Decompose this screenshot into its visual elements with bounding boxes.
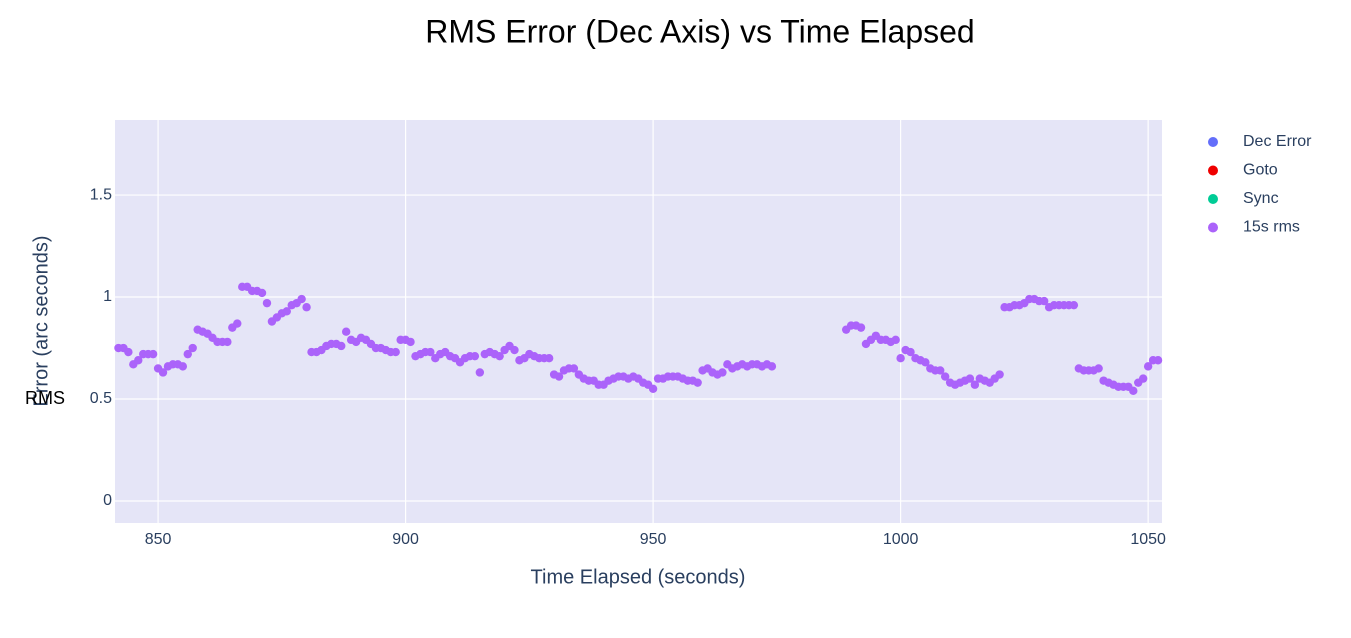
x-tick-label: 850	[145, 531, 172, 548]
data-point	[183, 349, 192, 359]
data-point	[341, 327, 351, 336]
data-point	[906, 347, 915, 357]
legend-marker	[1208, 222, 1218, 233]
data-point	[426, 347, 435, 357]
x-tick-label: 1050	[1130, 531, 1166, 548]
data-point	[134, 356, 143, 365]
data-point	[470, 351, 480, 361]
data-point	[178, 362, 188, 371]
data-point	[965, 374, 975, 383]
data-point	[124, 347, 133, 357]
legend-label: Dec Error	[1243, 133, 1312, 150]
data-point	[262, 298, 272, 308]
data-point	[1094, 364, 1103, 373]
data-point	[544, 354, 554, 363]
data-point	[158, 368, 168, 377]
data-point	[475, 368, 485, 377]
data-point	[896, 354, 905, 363]
y-tick-label: 1.5	[90, 186, 112, 203]
data-point	[188, 343, 197, 353]
data-point	[1129, 386, 1138, 396]
data-point	[282, 307, 291, 316]
x-axis-title: Time Elapsed (seconds)	[531, 566, 746, 588]
data-point	[891, 335, 900, 345]
data-point	[233, 319, 242, 328]
data-point	[337, 341, 346, 351]
data-point	[406, 337, 415, 347]
data-point	[302, 303, 311, 312]
x-tick-label: 900	[392, 531, 419, 548]
x-tick-label: 950	[640, 531, 667, 548]
y-axis-title: Error (arc seconds)	[30, 235, 52, 406]
legend-marker	[1208, 165, 1218, 176]
data-point	[718, 368, 727, 377]
y-tick-label: 1	[103, 288, 112, 305]
legend-label: 15s rms	[1243, 219, 1300, 236]
data-point	[148, 349, 158, 359]
data-point	[856, 323, 866, 332]
x-tick-label: 1000	[883, 531, 919, 548]
data-point	[223, 337, 232, 347]
data-point	[995, 370, 1004, 379]
chart-title: RMS Error (Dec Axis) vs Time Elapsed	[425, 13, 974, 49]
data-point	[495, 351, 504, 361]
data-point	[391, 347, 400, 357]
data-point	[1039, 296, 1049, 306]
data-point	[257, 288, 267, 298]
y-tick-label: 0	[103, 492, 112, 509]
data-point	[936, 366, 945, 375]
data-point	[297, 294, 306, 304]
plot-area	[115, 120, 1162, 523]
data-point	[554, 372, 564, 381]
data-point	[940, 372, 950, 381]
annotation: RMS	[25, 388, 65, 408]
legend-marker	[1208, 194, 1218, 204]
data-point	[569, 364, 579, 373]
y-tick-label: 0.5	[90, 390, 112, 407]
data-point	[648, 384, 658, 394]
legend-label: Sync	[1243, 190, 1279, 207]
legend-marker	[1208, 137, 1218, 147]
data-point	[767, 362, 777, 371]
data-point	[693, 378, 702, 387]
data-point	[921, 358, 930, 367]
legend-label: Goto	[1243, 162, 1278, 179]
data-point	[1138, 374, 1148, 383]
data-point	[970, 380, 980, 389]
data-point	[1069, 300, 1079, 310]
data-point	[1153, 356, 1163, 365]
data-point	[510, 345, 519, 355]
data-point	[1143, 362, 1153, 371]
